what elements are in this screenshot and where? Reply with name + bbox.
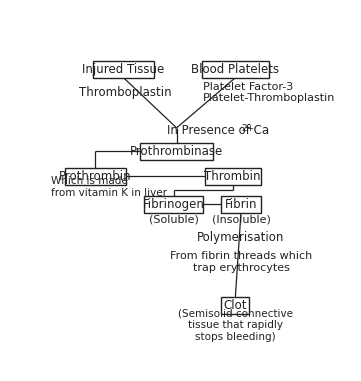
Text: 2+: 2+ — [241, 124, 254, 133]
Text: Clot: Clot — [223, 299, 247, 312]
Text: Prothrombin: Prothrombin — [59, 170, 132, 183]
FancyBboxPatch shape — [205, 168, 261, 185]
FancyBboxPatch shape — [93, 61, 154, 78]
Text: Injured Tissue: Injured Tissue — [82, 63, 165, 76]
Text: (Soluble): (Soluble) — [149, 215, 199, 224]
Text: Thromboplastin: Thromboplastin — [79, 86, 171, 99]
FancyBboxPatch shape — [65, 168, 126, 185]
Text: (Insoluble): (Insoluble) — [212, 215, 270, 224]
Text: Fibrin: Fibrin — [225, 198, 257, 211]
Text: Fibrinogen: Fibrinogen — [143, 198, 205, 211]
Text: Which is made
from vitamin K in liver: Which is made from vitamin K in liver — [51, 176, 167, 198]
FancyBboxPatch shape — [221, 297, 249, 314]
FancyBboxPatch shape — [202, 61, 269, 78]
FancyBboxPatch shape — [144, 195, 203, 213]
Text: Prothrombinase: Prothrombinase — [130, 145, 223, 158]
Text: From fibrin threads which
trap erythrocytes: From fibrin threads which trap erythrocy… — [170, 251, 312, 273]
Text: Blood Platelets: Blood Platelets — [191, 63, 279, 76]
Text: Platelet Factor-3
Platelet-Thromboplastin: Platelet Factor-3 Platelet-Thromboplasti… — [203, 82, 336, 104]
FancyBboxPatch shape — [221, 195, 261, 213]
Text: In Presence of Ca: In Presence of Ca — [167, 124, 269, 137]
Text: Polymerisation: Polymerisation — [197, 231, 285, 244]
FancyBboxPatch shape — [140, 143, 213, 160]
Text: (Semisolid connective
tissue that rapidly
stops bleeding): (Semisolid connective tissue that rapidl… — [178, 308, 293, 342]
Text: Thrombin: Thrombin — [204, 170, 261, 183]
